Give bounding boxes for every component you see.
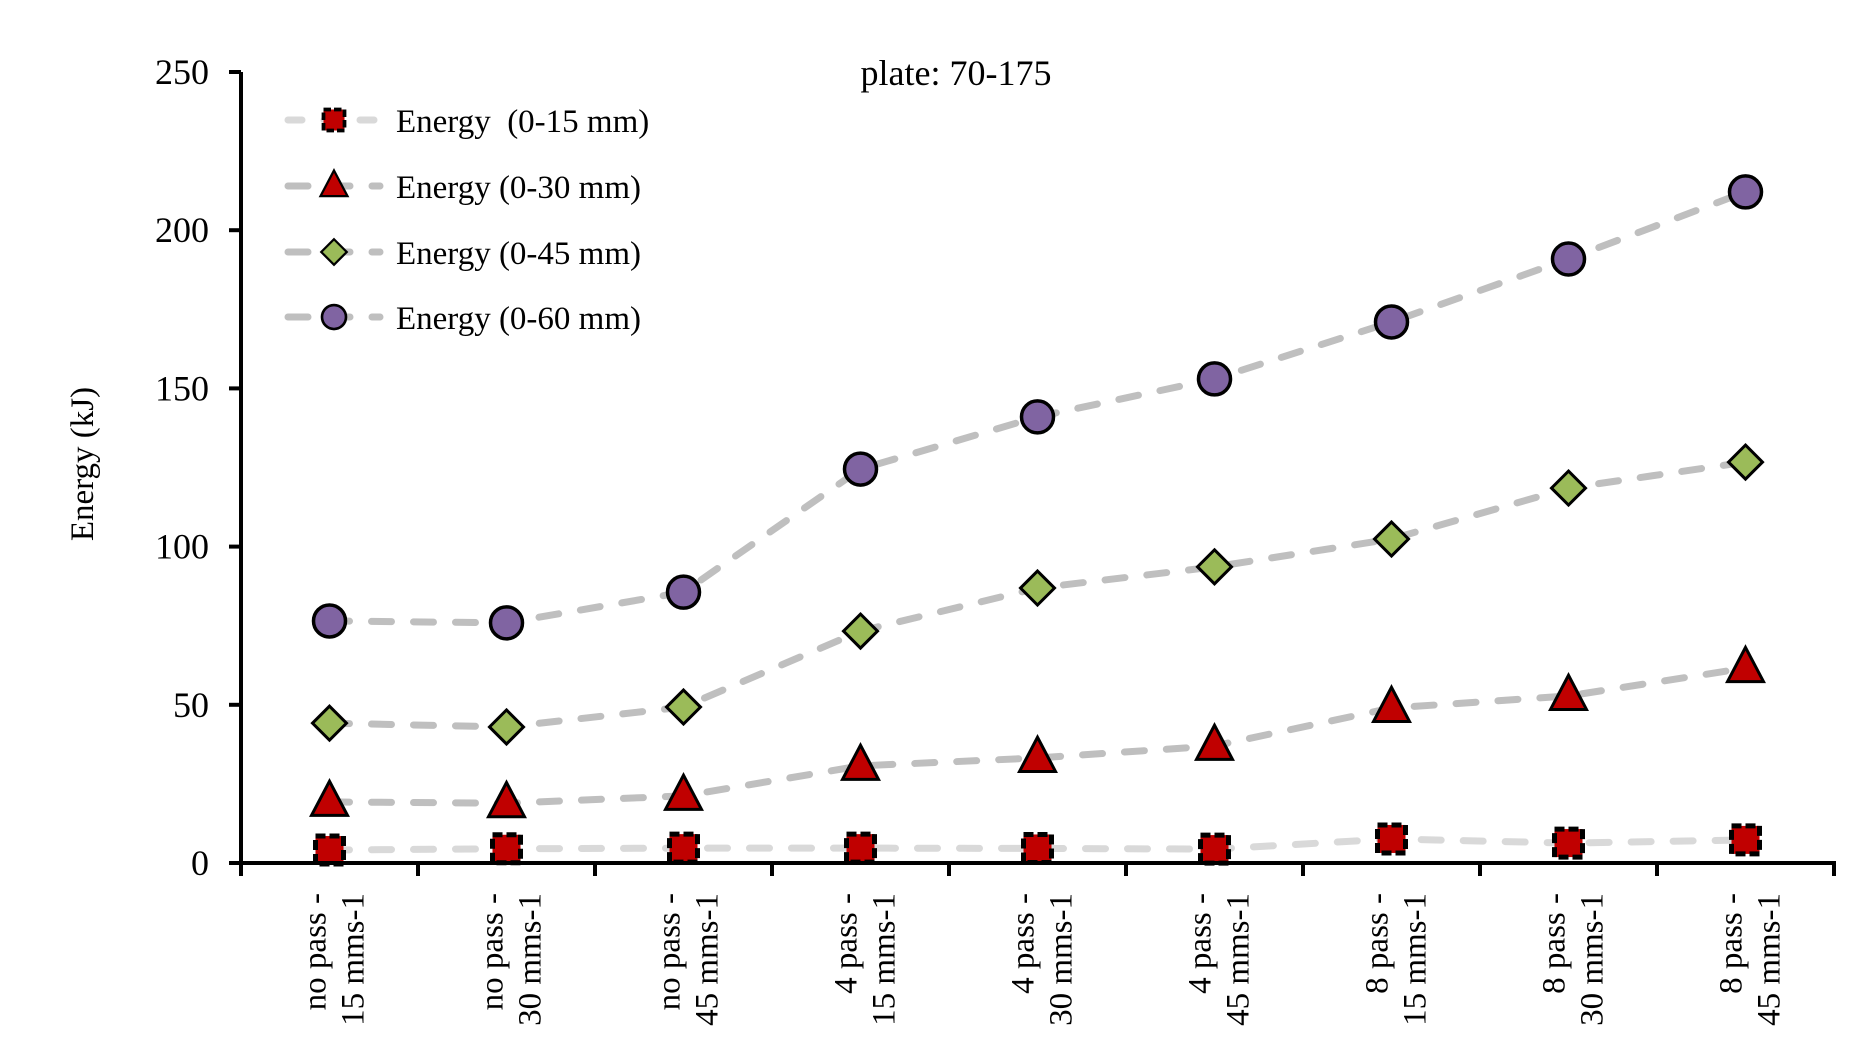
data-point-circle — [311, 603, 348, 639]
legend-triangle-icon — [318, 168, 350, 198]
x-ticks: no pass -15 mms-1 no pass -30 mms-1 no pas… — [239, 863, 1836, 1026]
data-point-triangle — [1017, 734, 1058, 773]
data-point-square — [844, 831, 877, 865]
x-tick-label-line: 8 pass - — [1360, 893, 1396, 994]
legend-diamond-icon — [319, 237, 349, 267]
data-point-square — [1375, 822, 1408, 856]
data-point-triangle — [486, 779, 527, 819]
x-tick-label: 4 pass -30 mms-1 — [1006, 893, 1080, 1026]
legend-label: Energy (0-30 mm) — [396, 170, 641, 206]
x-tick-label-line: no pass - — [652, 893, 688, 1010]
data-point-diamond — [1549, 468, 1588, 508]
data-point-circle — [1373, 304, 1410, 340]
series-markers — [309, 174, 1766, 867]
x-tick-label: no pass -45 mms-1 — [652, 893, 726, 1026]
legend-label: Energy (0-60 mm) — [396, 301, 641, 337]
x-tick-label-line: 8 pass - — [1537, 893, 1573, 994]
legend-item: Energy (0-60 mm) — [284, 301, 641, 337]
series-line — [326, 835, 1749, 854]
x-tick-label-line: 15 mms-1 — [1398, 893, 1434, 1026]
data-point-triangle — [1371, 684, 1412, 723]
data-point-circle — [1196, 361, 1233, 397]
data-point-diamond — [841, 611, 880, 651]
y-tick-label: 250 — [155, 52, 209, 92]
x-tick-label-line: 45 mms-1 — [690, 893, 726, 1026]
x-tick-label-line: 45 mms-1 — [1221, 893, 1257, 1026]
data-point-triangle — [663, 772, 704, 811]
axes — [229, 72, 1836, 865]
data-point-square — [1021, 831, 1054, 865]
chart-title: plate: 70-175 — [861, 53, 1052, 93]
data-point-triangle — [1725, 644, 1766, 684]
data-point-triangle — [840, 741, 881, 781]
x-tick-label: 4 pass -45 mms-1 — [1183, 893, 1257, 1026]
x-tick-label: 8 pass -15 mms-1 — [1360, 893, 1434, 1026]
y-tick-label: 50 — [173, 685, 209, 725]
x-tick-label: no pass -15 mms-1 — [298, 893, 372, 1026]
data-point-square — [313, 833, 346, 867]
x-tick-label: 8 pass -45 mms-1 — [1714, 893, 1788, 1026]
legend-item: Energy (0-30 mm) — [284, 168, 641, 206]
data-point-diamond — [310, 704, 349, 743]
x-tick-label-line: 30 mms-1 — [1575, 893, 1611, 1026]
y-tick-label: 100 — [155, 527, 209, 567]
data-point-triangle — [1548, 672, 1589, 711]
x-tick-label: 8 pass -30 mms-1 — [1537, 893, 1611, 1026]
legend-circle-icon — [320, 303, 348, 331]
data-point-square — [1552, 826, 1585, 860]
legend-item: Energy (0-45 mm) — [284, 236, 641, 272]
x-tick-label-line: 4 pass - — [1183, 893, 1219, 994]
data-point-diamond — [1726, 442, 1765, 482]
data-point-square — [490, 832, 523, 866]
data-point-circle — [1019, 399, 1056, 435]
y-ticks: 0 50 100 150 200 250 — [155, 52, 241, 883]
data-point-square — [667, 831, 700, 865]
y-axis-title: Energy (kJ) — [65, 387, 101, 541]
data-point-diamond — [1195, 547, 1234, 586]
x-tick-label-line: 8 pass - — [1714, 893, 1750, 994]
x-tick-label-line: 45 mms-1 — [1752, 893, 1788, 1026]
y-tick-label: 150 — [155, 368, 209, 408]
data-point-diamond — [487, 707, 526, 747]
data-point-circle — [1550, 241, 1587, 277]
legend-label: Energy (0-15 mm) — [396, 104, 649, 140]
data-point-square — [1729, 823, 1762, 857]
x-tick-label: no pass -30 mms-1 — [475, 893, 549, 1026]
x-tick-label-line: 4 pass - — [829, 893, 865, 994]
x-tick-label: 4 pass -15 mms-1 — [829, 893, 903, 1026]
legend-square-icon — [321, 107, 347, 133]
data-point-triangle — [309, 778, 350, 817]
x-tick-label-line: 4 pass - — [1006, 893, 1042, 994]
y-tick-label: 200 — [155, 210, 209, 250]
legend: Energy (0-15 mm) Energy (0-30 mm) Energy (… — [284, 104, 649, 337]
x-tick-label-line: 15 mms-1 — [336, 893, 372, 1026]
data-point-circle — [842, 451, 879, 487]
x-tick-label-line: 30 mms-1 — [1044, 893, 1080, 1026]
x-tick-label-line: no pass - — [475, 893, 511, 1010]
legend-label: Energy (0-45 mm) — [396, 236, 641, 272]
data-point-triangle — [1194, 722, 1235, 761]
x-tick-label-line: no pass - — [298, 893, 334, 1010]
legend-item: Energy (0-15 mm) — [284, 104, 649, 140]
data-point-square — [1198, 832, 1231, 866]
data-point-circle — [1727, 174, 1764, 210]
x-tick-label-line: 30 mms-1 — [513, 893, 549, 1026]
data-point-diamond — [664, 687, 703, 727]
y-tick-label: 0 — [191, 843, 209, 883]
data-point-diamond — [1372, 519, 1411, 559]
data-point-diamond — [1018, 568, 1057, 608]
data-point-circle — [665, 574, 702, 610]
x-tick-label-line: 15 mms-1 — [867, 893, 903, 1026]
data-point-circle — [488, 605, 525, 641]
